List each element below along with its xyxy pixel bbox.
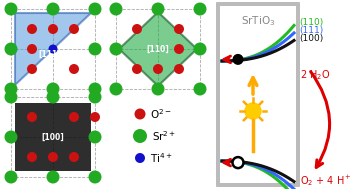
Text: (100): (100) [299,33,323,43]
FancyBboxPatch shape [216,2,300,187]
Circle shape [153,64,163,74]
Text: [100]: [100] [42,132,64,142]
Polygon shape [119,12,197,86]
Text: 2 H$_2$O: 2 H$_2$O [300,68,331,82]
Circle shape [174,64,184,74]
Text: Sr$^{2+}$: Sr$^{2+}$ [152,129,176,143]
Circle shape [5,83,17,95]
FancyBboxPatch shape [15,103,91,171]
Polygon shape [15,13,91,85]
Circle shape [48,24,58,34]
Circle shape [47,91,60,104]
Text: Ti$^{4+}$: Ti$^{4+}$ [150,151,173,165]
Circle shape [27,64,37,74]
Circle shape [245,103,261,119]
Circle shape [88,83,102,95]
Text: O$_2$ + 4 H$^+$: O$_2$ + 4 H$^+$ [300,173,352,188]
Circle shape [49,44,58,53]
Circle shape [47,2,60,15]
Circle shape [27,44,37,54]
Circle shape [27,24,37,34]
Circle shape [193,43,207,56]
Circle shape [174,44,184,54]
Circle shape [132,64,142,74]
Circle shape [133,129,147,143]
Circle shape [69,64,79,74]
Text: (111): (111) [299,26,323,35]
Circle shape [135,153,145,163]
Circle shape [233,54,244,65]
Circle shape [5,91,17,104]
Circle shape [5,43,17,56]
Circle shape [88,130,102,143]
Circle shape [193,83,207,95]
FancyArrowPatch shape [311,72,330,167]
Circle shape [233,157,244,168]
Text: [111]: [111] [39,50,61,59]
Circle shape [109,2,122,15]
Circle shape [174,24,184,34]
Circle shape [5,170,17,184]
Circle shape [88,2,102,15]
Circle shape [90,112,100,122]
Circle shape [109,43,122,56]
Circle shape [47,170,60,184]
Circle shape [88,170,102,184]
Circle shape [69,24,79,34]
Circle shape [135,108,146,119]
Circle shape [69,152,79,162]
Circle shape [193,2,207,15]
Circle shape [47,83,60,95]
Circle shape [48,152,58,162]
Circle shape [27,152,37,162]
Circle shape [152,2,164,15]
Circle shape [88,43,102,56]
Circle shape [109,83,122,95]
Circle shape [152,83,164,95]
Circle shape [5,2,17,15]
Text: [110]: [110] [147,44,169,53]
Text: O$^{2-}$: O$^{2-}$ [151,107,172,121]
Circle shape [132,24,142,34]
Circle shape [5,130,17,143]
FancyBboxPatch shape [220,6,296,183]
Circle shape [88,91,102,104]
Text: SrTiO$_3$: SrTiO$_3$ [241,14,275,28]
Circle shape [69,112,79,122]
Text: (110): (110) [299,18,323,26]
Circle shape [27,112,37,122]
